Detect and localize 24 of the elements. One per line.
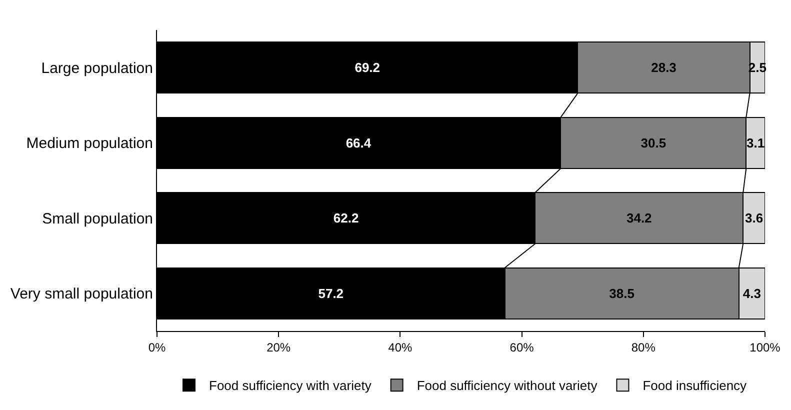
legend-label: Food insufficiency: [642, 378, 748, 394]
y-tick-label: Medium population: [26, 135, 153, 152]
data-label: 66.4: [346, 135, 372, 150]
legend-label: Food sufficiency with variety: [209, 378, 372, 394]
x-tick-label: 0%: [148, 340, 166, 354]
data-label: 3.1: [746, 135, 765, 150]
data-label: 3.6: [745, 210, 764, 226]
x-tick-label: 80%: [631, 340, 656, 354]
data-label: 30.5: [640, 135, 666, 150]
data-label: 69.2: [354, 60, 380, 76]
x-tick-label: 20%: [266, 340, 291, 354]
data-label: 62.2: [333, 210, 359, 226]
x-tick-label: 60%: [510, 340, 534, 354]
y-tick-label: Very small population: [10, 286, 153, 303]
y-tick-label: Small population: [42, 210, 153, 228]
data-label: 38.5: [609, 286, 634, 301]
data-label: 57.2: [318, 286, 344, 301]
legend-label: Food sufficiency without variety: [416, 378, 598, 394]
y-tick-label: Large population: [41, 60, 153, 77]
x-tick-label: 40%: [388, 340, 413, 354]
data-label: 28.3: [651, 60, 676, 76]
data-label: 34.2: [626, 210, 652, 226]
x-tick-label: 100%: [750, 340, 781, 354]
data-label: 4.3: [742, 286, 761, 301]
